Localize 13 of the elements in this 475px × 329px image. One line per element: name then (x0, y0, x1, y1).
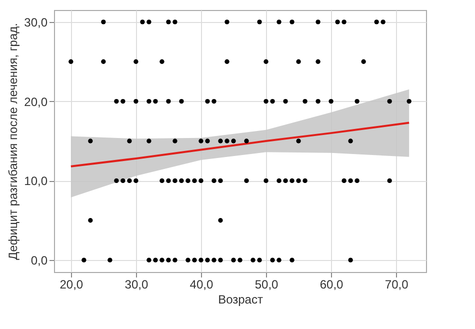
x-tick-label: 40,0 (190, 278, 214, 292)
x-tick-label: 60,0 (320, 278, 344, 292)
x-tick-label: 20,0 (60, 278, 84, 292)
x-tick-label: 50,0 (254, 278, 279, 292)
y-tick-label: 0,0 (30, 254, 48, 268)
y-tick-label: 20,0 (24, 94, 48, 109)
y-tick-label: 10,0 (24, 174, 48, 188)
y-tick-label: 30,0 (24, 15, 48, 30)
line-series (70, 122, 410, 168)
y-axis-title: Дефицит разгибания после лечения, град. (6, 23, 20, 260)
x-axis-title: Возраст (218, 292, 264, 306)
x-tick-label: 70,0 (384, 278, 409, 292)
x-tick-label: 30,0 (124, 278, 148, 292)
